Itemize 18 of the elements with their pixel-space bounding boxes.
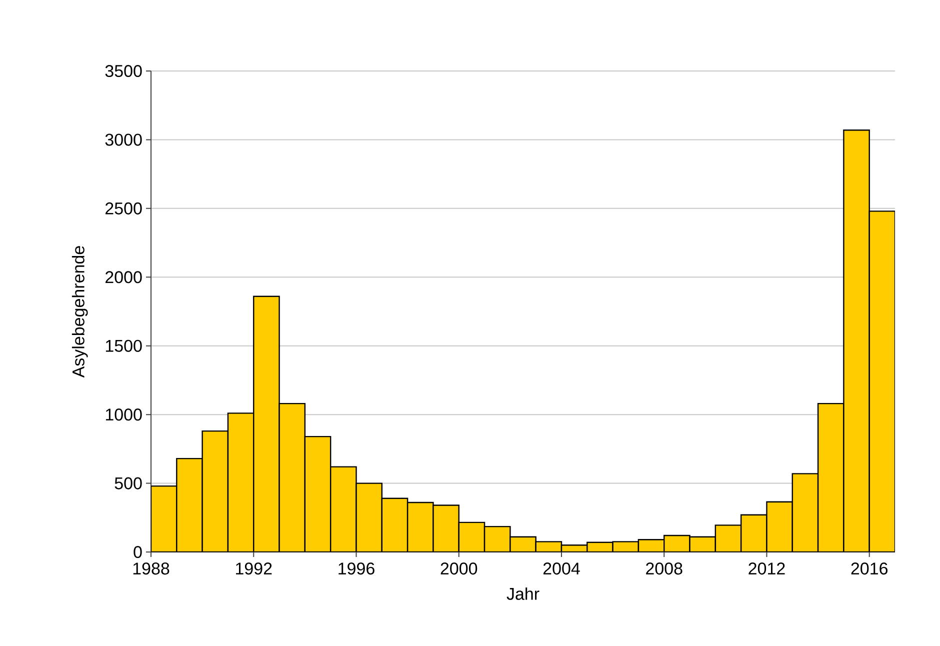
y-tick-label: 1000	[106, 408, 142, 421]
x-axis-title: Jahr	[506, 587, 540, 600]
x-tick-label: 2000	[440, 562, 478, 575]
x-tick-label: 2012	[748, 562, 785, 575]
x-tick-label: 2016	[851, 562, 888, 575]
y-tick-label: 3500	[105, 64, 142, 78]
x-tick-label: 1996	[338, 562, 374, 575]
y-tick-label: 2000	[106, 271, 142, 284]
x-tick-label: 2004	[543, 562, 580, 575]
y-tick-label: 2500	[106, 202, 142, 214]
x-tick-label: 2008	[646, 562, 682, 575]
y-tick-label: 500	[114, 477, 142, 490]
y-axis-title: Asylebegehrende	[72, 246, 88, 378]
y-tick-label: 0	[134, 546, 142, 558]
x-tick-label: 1992	[236, 562, 272, 575]
y-tick-label: 1500	[106, 340, 142, 352]
y-tick-label: 3000	[105, 134, 142, 146]
x-tick-label: 1988	[133, 562, 170, 575]
